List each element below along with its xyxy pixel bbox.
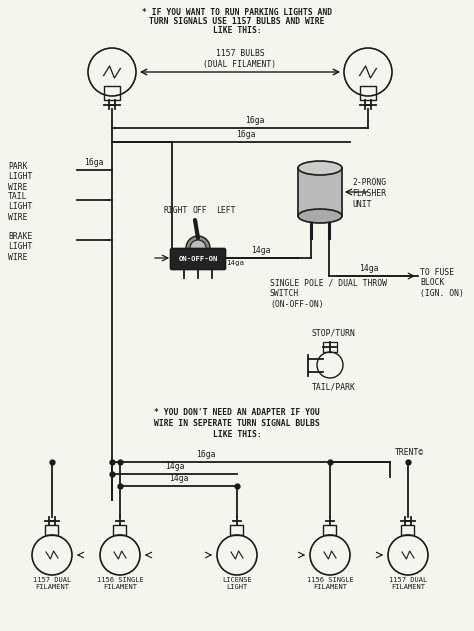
Bar <box>46 525 58 535</box>
Text: 16ga: 16ga <box>245 116 265 125</box>
Circle shape <box>190 240 206 256</box>
Text: BRAKE
LIGHT
WIRE: BRAKE LIGHT WIRE <box>8 232 32 262</box>
Text: 16ga: 16ga <box>196 450 216 459</box>
Text: TURN SIGNALS USE 1157 BULBS AND WIRE: TURN SIGNALS USE 1157 BULBS AND WIRE <box>149 17 325 26</box>
Text: PARK
LIGHT
WIRE: PARK LIGHT WIRE <box>8 162 32 192</box>
Text: LIKE THIS:: LIKE THIS: <box>213 26 261 35</box>
Text: * YOU DON'T NEED AN ADAPTER IF YOU: * YOU DON'T NEED AN ADAPTER IF YOU <box>154 408 320 417</box>
Text: TAIL
LIGHT
WIRE: TAIL LIGHT WIRE <box>8 192 32 222</box>
Text: 1157 DUAL
FILAMENT: 1157 DUAL FILAMENT <box>33 577 71 590</box>
Bar <box>104 86 120 100</box>
Text: WIRE IN SEPERATE TURN SIGNAL BULBS: WIRE IN SEPERATE TURN SIGNAL BULBS <box>154 419 320 428</box>
Bar <box>113 525 127 535</box>
Text: RIGHT: RIGHT <box>164 206 188 215</box>
Text: 1156 SINGLE
FILAMENT: 1156 SINGLE FILAMENT <box>307 577 354 590</box>
Text: LICENSE
LIGHT: LICENSE LIGHT <box>222 577 252 590</box>
Text: 14ga: 14ga <box>251 246 271 255</box>
Bar <box>230 525 244 535</box>
Text: TAIL/PARK: TAIL/PARK <box>312 382 356 391</box>
Text: 1156 SINGLE
FILAMENT: 1156 SINGLE FILAMENT <box>97 577 143 590</box>
Bar <box>323 525 337 535</box>
Text: 14ga: 14ga <box>359 264 379 273</box>
Bar <box>323 342 337 352</box>
Text: 14ga: 14ga <box>165 462 184 471</box>
Text: 16ga: 16ga <box>236 130 256 139</box>
Text: * IF YOU WANT TO RUN PARKING LIGHTS AND: * IF YOU WANT TO RUN PARKING LIGHTS AND <box>142 8 332 17</box>
Bar <box>401 525 414 535</box>
Text: 16ga: 16ga <box>84 158 104 167</box>
FancyBboxPatch shape <box>171 249 226 269</box>
Ellipse shape <box>298 161 342 175</box>
Circle shape <box>186 236 210 260</box>
Text: 2-PRONG
FLASHER
UNIT: 2-PRONG FLASHER UNIT <box>352 178 386 209</box>
Text: 14ga: 14ga <box>169 474 188 483</box>
Text: SINGLE POLE / DUAL THROW
SWITCH
(ON-OFF-ON): SINGLE POLE / DUAL THROW SWITCH (ON-OFF-… <box>270 278 387 309</box>
Text: (DUAL FILAMENT): (DUAL FILAMENT) <box>203 60 276 69</box>
Text: ON-OFF-ON: ON-OFF-ON <box>178 256 218 262</box>
Text: LEFT: LEFT <box>216 206 236 215</box>
Text: TRENT©: TRENT© <box>395 448 424 457</box>
Text: 1157 BULBS: 1157 BULBS <box>216 49 264 58</box>
Ellipse shape <box>298 209 342 223</box>
Text: 14ga: 14ga <box>226 260 244 266</box>
Text: LIKE THIS:: LIKE THIS: <box>213 430 261 439</box>
Text: TO FUSE
BLOCK
(IGN. ON): TO FUSE BLOCK (IGN. ON) <box>420 268 464 298</box>
Text: 1157 DUAL
FILAMENT: 1157 DUAL FILAMENT <box>389 577 427 590</box>
Text: OFF: OFF <box>193 206 207 215</box>
Text: STOP/TURN: STOP/TURN <box>312 328 356 337</box>
Bar <box>360 86 376 100</box>
Bar <box>298 168 342 216</box>
